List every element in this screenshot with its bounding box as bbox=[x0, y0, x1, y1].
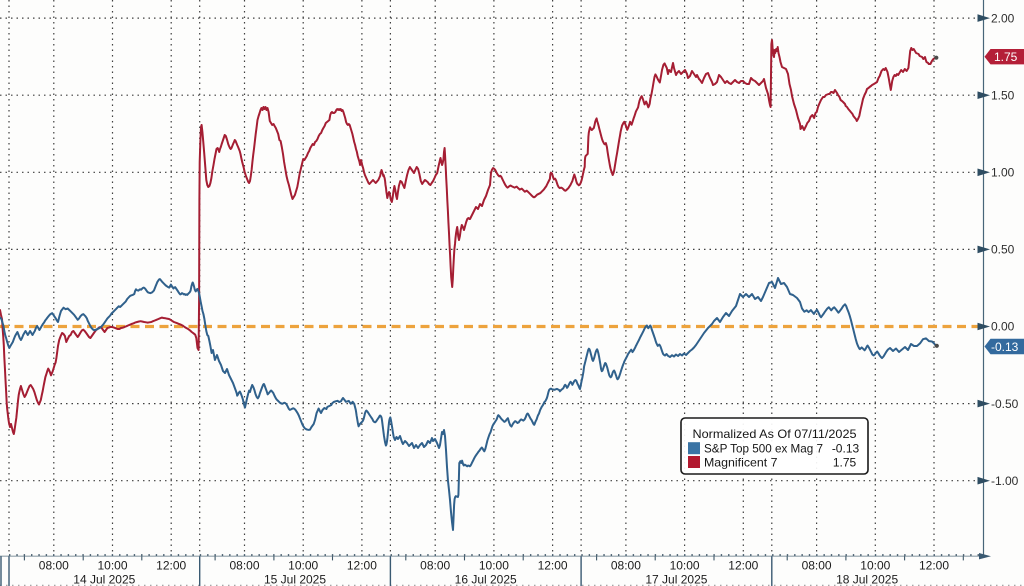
svg-text:Magnificent 7: Magnificent 7 bbox=[704, 455, 778, 469]
svg-text:14 Jul 2025: 14 Jul 2025 bbox=[73, 573, 135, 586]
svg-text:08:00: 08:00 bbox=[39, 559, 69, 573]
svg-text:2.00: 2.00 bbox=[991, 11, 1015, 25]
svg-text:1.75: 1.75 bbox=[833, 455, 857, 469]
svg-text:-0.13: -0.13 bbox=[991, 340, 1019, 354]
svg-text:08:00: 08:00 bbox=[420, 559, 450, 573]
svg-text:17 Jul 2025: 17 Jul 2025 bbox=[645, 573, 707, 586]
svg-text:12:00: 12:00 bbox=[347, 559, 377, 573]
svg-text:1.50: 1.50 bbox=[991, 88, 1015, 102]
svg-text:1.00: 1.00 bbox=[991, 166, 1015, 180]
svg-text:12:00: 12:00 bbox=[538, 559, 568, 573]
svg-text:08:00: 08:00 bbox=[229, 559, 259, 573]
svg-text:08:00: 08:00 bbox=[802, 559, 832, 573]
svg-text:18 Jul 2025: 18 Jul 2025 bbox=[836, 573, 898, 586]
svg-text:-0.50: -0.50 bbox=[991, 397, 1019, 411]
svg-text:10:00: 10:00 bbox=[97, 559, 127, 573]
svg-text:15 Jul 2025: 15 Jul 2025 bbox=[264, 573, 326, 586]
svg-text:-1.00: -1.00 bbox=[991, 474, 1019, 488]
svg-text:1.75: 1.75 bbox=[994, 50, 1018, 64]
svg-text:16 Jul 2025: 16 Jul 2025 bbox=[455, 573, 517, 586]
svg-text:0.00: 0.00 bbox=[991, 320, 1015, 334]
svg-text:-0.13: -0.13 bbox=[832, 442, 860, 456]
svg-text:10:00: 10:00 bbox=[288, 559, 318, 573]
svg-text:08:00: 08:00 bbox=[611, 559, 641, 573]
svg-text:10:00: 10:00 bbox=[670, 559, 700, 573]
svg-text:12:00: 12:00 bbox=[919, 559, 949, 573]
svg-text:10:00: 10:00 bbox=[860, 559, 890, 573]
svg-text:12:00: 12:00 bbox=[728, 559, 758, 573]
svg-text:0.50: 0.50 bbox=[991, 243, 1015, 257]
svg-text:Normalized As Of 07/11/2025: Normalized As Of 07/11/2025 bbox=[693, 427, 857, 441]
svg-text:12:00: 12:00 bbox=[156, 559, 186, 573]
svg-text:S&P Top 500 ex Mag 7: S&P Top 500 ex Mag 7 bbox=[704, 442, 823, 456]
svg-text:10:00: 10:00 bbox=[479, 559, 509, 573]
